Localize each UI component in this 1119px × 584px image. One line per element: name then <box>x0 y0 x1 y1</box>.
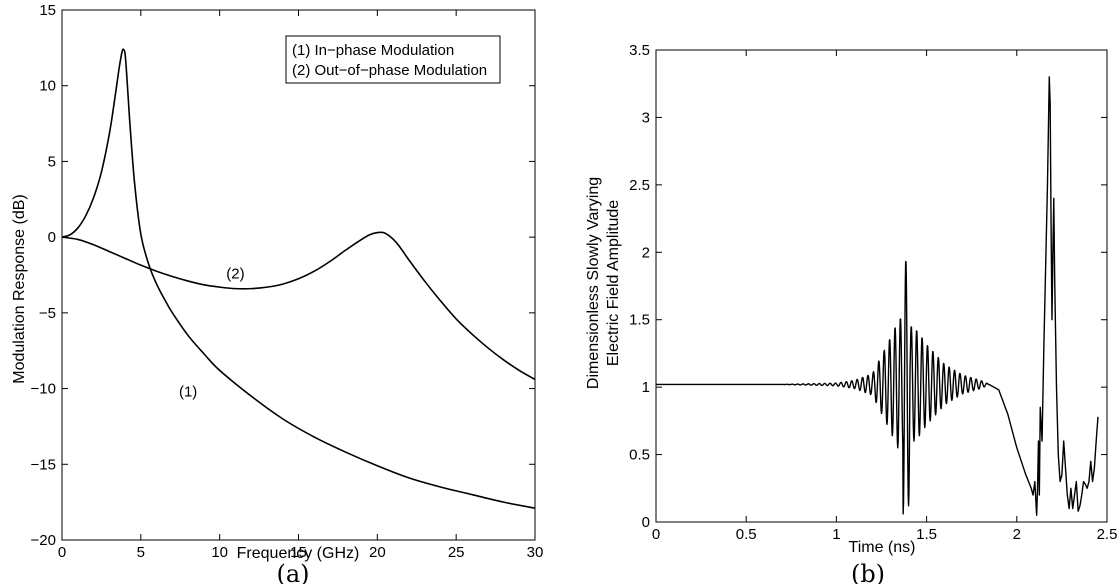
panel-b-y-axis-label-line-1: Dimensionless Slowly Varying <box>585 177 602 389</box>
y-tick-label-6: 10 <box>39 78 56 95</box>
panel-a-x-axis-label: Frequency (GHz) <box>237 545 360 562</box>
panel-b-field-amplitude: 0 0.5 1 1.5 2 2.5 0 0.5 1 1.5 2 2.5 3 3.5 Time (ns) D… <box>585 42 1117 584</box>
y-tick-label-2: −10 <box>31 381 56 398</box>
x-tick-label-1: 5 <box>137 544 145 561</box>
x-tick-label-4: 2 <box>1013 526 1021 543</box>
panel-a-modulation-response: 0 5 10 15 20 25 30 −20 −15 −10 −5 0 5 10 15 (1) In−pha… <box>11 2 543 584</box>
y-tick-label-3: 1.5 <box>629 312 650 329</box>
y-tick-label-6: 3 <box>642 109 650 126</box>
y-tick-label-7: 15 <box>39 2 56 19</box>
y-tick-label-1: −15 <box>31 456 56 473</box>
series-2-out-of-phase-curve <box>61 231 536 381</box>
field-amplitude-curve <box>655 76 1099 516</box>
x-tick-label-2: 1 <box>832 526 840 543</box>
panel-a-label: (a) <box>276 560 309 584</box>
legend: (1) In−phase Modulation (2) Out−of−phase… <box>285 35 501 84</box>
x-tick-label-1: 0.5 <box>736 526 757 543</box>
x-tick-label-6: 30 <box>527 544 544 561</box>
y-tick-label-4: 0 <box>48 229 56 246</box>
panel-b-axes-frame <box>655 49 1108 523</box>
panel-b-label: (b) <box>851 560 885 584</box>
x-tick-label-5: 2.5 <box>1097 526 1118 543</box>
legend-box <box>285 35 501 84</box>
panel-b-y-axis-label-line-2: Electric Field Amplitude <box>605 200 622 366</box>
x-tick-label-3: 15 <box>290 544 307 561</box>
panel-b-x-axis-label: Time (ns) <box>849 539 916 556</box>
panel-b-ticks: 0 0.5 1 1.5 2 2.5 0 0.5 1 1.5 2 2.5 3 3.5 <box>629 42 1117 543</box>
x-tick-label-4: 20 <box>369 544 386 561</box>
panel-a-y-axis-label: Modulation Response (dB) <box>11 194 28 383</box>
y-tick-label-4: 2 <box>642 244 650 261</box>
legend-entry-2: (2) Out−of−phase Modulation <box>292 62 487 79</box>
x-tick-label-5: 25 <box>448 544 465 561</box>
y-tick-label-1: 0.5 <box>629 447 650 464</box>
panel-a-axes-frame <box>61 9 536 541</box>
y-tick-label-0: −20 <box>31 532 56 549</box>
x-tick-label-0: 0 <box>58 544 66 561</box>
y-tick-label-3: −5 <box>39 305 56 322</box>
x-tick-label-0: 0 <box>652 526 660 543</box>
x-tick-label-3: 1.5 <box>916 526 937 543</box>
x-tick-label-2: 10 <box>211 544 228 561</box>
annotation-2: (2) <box>226 265 244 282</box>
y-tick-label-5: 2.5 <box>629 177 650 194</box>
y-tick-label-5: 5 <box>48 153 56 170</box>
y-tick-label-2: 1 <box>642 379 650 396</box>
annotation-1: (1) <box>179 384 197 401</box>
panel-a-ticks: 0 5 10 15 20 25 30 −20 −15 −10 −5 0 5 10 15 <box>31 2 544 561</box>
legend-entry-1: (1) In−phase Modulation <box>292 42 454 59</box>
y-tick-label-0: 0 <box>642 514 650 531</box>
series-1-in-phase-curve <box>61 48 536 509</box>
y-tick-label-7: 3.5 <box>629 42 650 59</box>
